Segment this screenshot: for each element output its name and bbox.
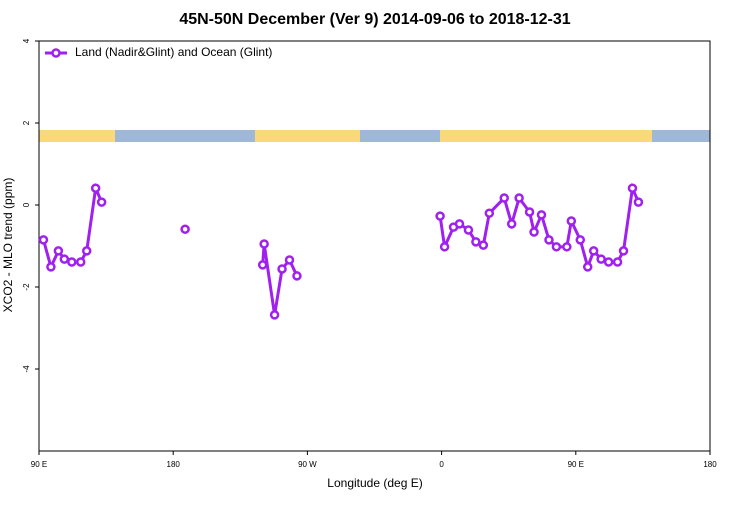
y-tick-label: -2 <box>22 283 31 291</box>
data-point <box>603 257 614 267</box>
y-tick-label: 2 <box>22 120 31 125</box>
data-point <box>259 239 269 249</box>
data-point <box>478 240 489 250</box>
data-point <box>524 207 535 217</box>
data-point <box>551 242 562 252</box>
x-tick-label: 90 W <box>298 460 317 469</box>
data-point <box>81 246 92 256</box>
legend-marker <box>51 48 61 58</box>
data-point <box>463 225 474 235</box>
data-point <box>529 227 539 237</box>
y-axis-label: XCO2 - MLO trend (ppm) <box>1 178 15 313</box>
data-point <box>562 242 572 252</box>
data-point <box>566 216 577 226</box>
data-point <box>180 224 190 234</box>
data-point <box>269 310 280 320</box>
data-point <box>588 246 599 256</box>
x-tick-label: 180 <box>167 460 181 469</box>
data-point <box>454 219 465 229</box>
data-point <box>618 246 629 256</box>
y-tick-label: 0 <box>22 202 31 207</box>
data-point <box>292 271 302 281</box>
data-point <box>506 219 517 229</box>
chart-title: 45N-50N December (Ver 9) 2014-09-06 to 2… <box>179 11 570 28</box>
y-tick-label: 4 <box>22 38 31 43</box>
data-point <box>499 193 509 203</box>
data-point <box>46 262 56 272</box>
x-tick-label: 0 <box>439 460 444 469</box>
data-point <box>544 235 554 245</box>
data-point <box>53 246 64 256</box>
x-tick-label: 90 E <box>31 460 47 469</box>
data-point <box>439 242 450 252</box>
data-point <box>484 208 495 218</box>
land <box>39 130 115 142</box>
data-point <box>96 197 107 207</box>
data-point <box>257 260 268 270</box>
data-point <box>536 210 547 220</box>
data-point <box>582 262 593 272</box>
data-point <box>284 255 295 265</box>
y-tick-label: -4 <box>22 365 31 373</box>
data-point <box>38 235 49 245</box>
data-point <box>575 235 586 245</box>
data-point <box>59 254 70 264</box>
data-point <box>76 257 86 267</box>
data-point <box>471 237 481 247</box>
data-point <box>612 257 623 267</box>
legend-label: Land (Nadir&Glint) and Ocean (Glint) <box>75 45 272 59</box>
data-point <box>514 193 524 203</box>
data-point <box>596 254 606 264</box>
land <box>255 130 360 142</box>
plot-frame <box>38 40 711 452</box>
data-point <box>67 257 77 267</box>
data-point <box>277 264 287 274</box>
data-point <box>90 183 101 193</box>
x-tick-label: 180 <box>703 460 717 469</box>
x-tick-label: 90 E <box>568 460 584 469</box>
map-strip <box>39 130 710 142</box>
data-point <box>633 197 644 207</box>
x-axis-label: Longitude (deg E) <box>327 476 422 490</box>
land <box>440 130 652 142</box>
data-point <box>627 183 638 193</box>
data-point <box>435 211 445 221</box>
